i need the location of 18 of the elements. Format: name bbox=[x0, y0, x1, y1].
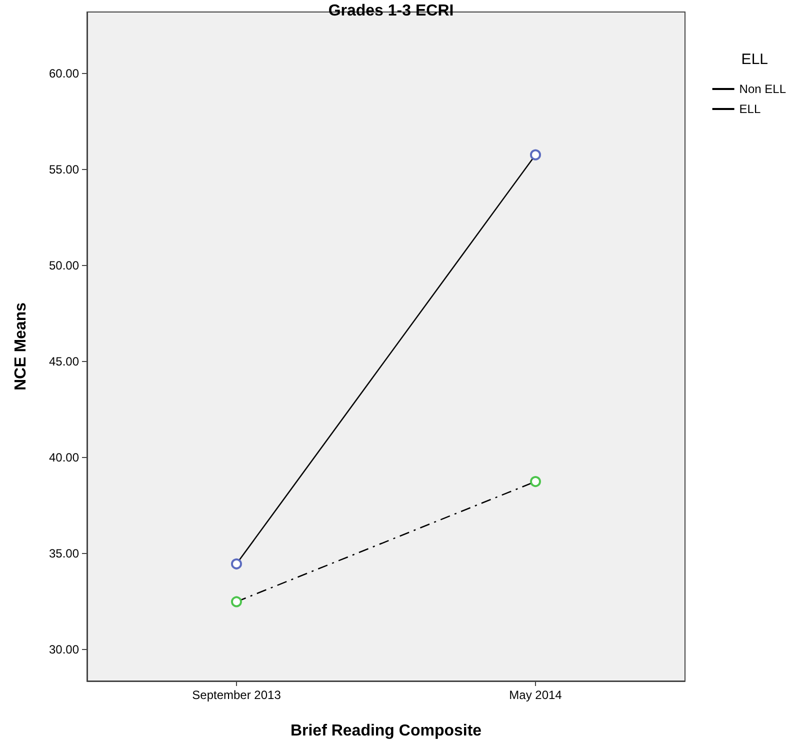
legend-title: ELL bbox=[741, 51, 768, 68]
point bbox=[530, 149, 541, 160]
y-tick-label: 60.00 bbox=[48, 66, 80, 80]
point bbox=[530, 476, 541, 488]
y-tick-label: 40.00 bbox=[48, 450, 80, 464]
y-tick-label: 55.00 bbox=[48, 162, 80, 176]
y-tick-label: 45.00 bbox=[48, 354, 80, 368]
x-tick-label: September 2013 bbox=[192, 688, 282, 702]
legend-label: Non ELL bbox=[739, 82, 786, 96]
y-axis-title: NCE Means bbox=[12, 302, 30, 391]
x-tick-label: May 2014 bbox=[509, 688, 562, 702]
x-axis-title: Brief Reading Composite bbox=[290, 722, 482, 740]
y-tick-label: 30.00 bbox=[48, 642, 80, 656]
point bbox=[231, 558, 242, 570]
point bbox=[231, 596, 242, 608]
legend-label: ELL bbox=[739, 102, 761, 116]
y-tick-label: 50.00 bbox=[48, 258, 80, 272]
y-tick-label: 35.00 bbox=[48, 546, 80, 560]
